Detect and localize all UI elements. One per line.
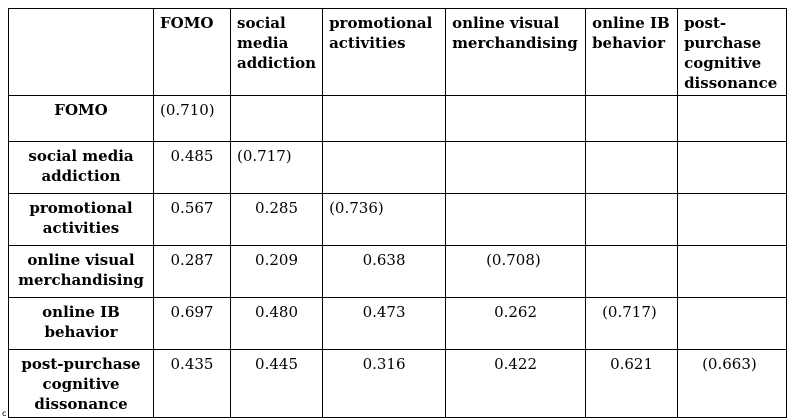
table-cell: 0.445: [229, 349, 324, 418]
table-cell: 0.316: [322, 349, 447, 418]
table-cell: (0.717): [229, 141, 324, 194]
table-cell: 0.638: [322, 245, 447, 298]
table-cell: [322, 141, 447, 194]
row-header: FOMO: [8, 95, 154, 142]
table-cell: [445, 193, 587, 246]
table-cell: [677, 95, 788, 142]
column-header: promotional activities: [322, 8, 447, 96]
table-cell: 0.287: [153, 245, 231, 298]
table-cell: [322, 95, 447, 142]
table-cell: 0.285: [229, 193, 324, 246]
table-cell: [677, 297, 788, 350]
column-header: online IB behavior: [585, 8, 679, 96]
corner-cell: [8, 8, 154, 96]
column-header: online visual merchandising: [445, 8, 587, 96]
table-cell: (0.663): [677, 349, 788, 418]
table-row: post-purchase cognitive dissonance 0.435…: [8, 349, 788, 418]
table-cell: 0.473: [322, 297, 447, 350]
table-cell: (0.736): [322, 193, 447, 246]
table-row: online visual merchandising 0.287 0.209 …: [8, 245, 788, 298]
column-header: post-purchase cognitive dissonance: [677, 8, 788, 96]
table-cell: 0.209: [229, 245, 324, 298]
table-cell: 0.567: [153, 193, 231, 246]
table-row: promotional activities 0.567 0.285 (0.73…: [8, 193, 788, 246]
correlation-matrix-table: FOMO social media addiction promotional …: [8, 8, 788, 418]
row-header: online visual merchandising: [8, 245, 154, 298]
footnote-mark: c: [2, 409, 7, 418]
table-cell: 0.480: [229, 297, 324, 350]
table-cell: [585, 95, 679, 142]
table-cell: [677, 245, 788, 298]
table-cell: [585, 193, 679, 246]
table-cell: (0.710): [153, 95, 231, 142]
row-header: promotional activities: [8, 193, 154, 246]
table-cell: (0.708): [445, 245, 587, 298]
table-row: social media addiction 0.485 (0.717): [8, 141, 788, 194]
table-cell: [585, 245, 679, 298]
table-cell: 0.262: [445, 297, 587, 350]
table-cell: (0.717): [585, 297, 679, 350]
table-cell: [585, 141, 679, 194]
table-header-row: FOMO social media addiction promotional …: [8, 8, 788, 96]
table-cell: [229, 95, 324, 142]
table-cell: 0.435: [153, 349, 231, 418]
column-header: FOMO: [153, 8, 231, 96]
table-cell: 0.485: [153, 141, 231, 194]
row-header: social media addiction: [8, 141, 154, 194]
table-cell: 0.422: [445, 349, 587, 418]
table-cell: [445, 141, 587, 194]
table-cell: 0.697: [153, 297, 231, 350]
column-header: social media addiction: [229, 8, 324, 96]
table-row: FOMO (0.710): [8, 95, 788, 142]
table-cell: [445, 95, 587, 142]
table-cell: [677, 193, 788, 246]
row-header: post-purchase cognitive dissonance: [8, 349, 154, 418]
row-header: online IB behavior: [8, 297, 154, 350]
table-cell: 0.621: [585, 349, 679, 418]
table-row: online IB behavior 0.697 0.480 0.473 0.2…: [8, 297, 788, 350]
table-cell: [677, 141, 788, 194]
